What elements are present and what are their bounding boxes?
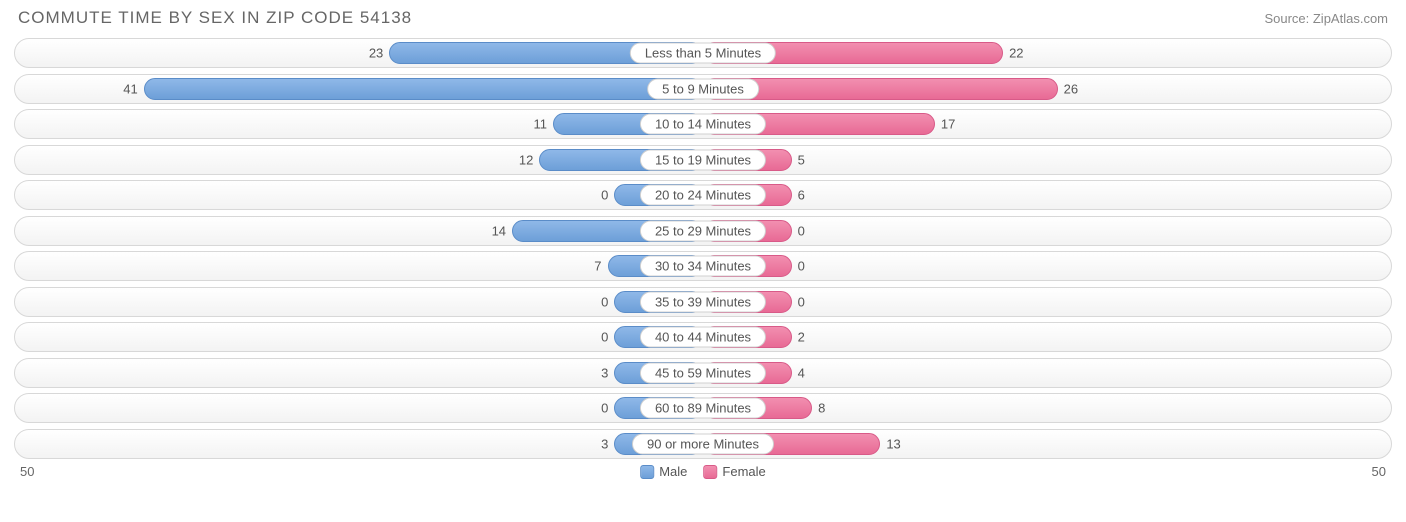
- chart-row: 41 26 5 to 9 Minutes: [14, 74, 1392, 104]
- female-value: 17: [941, 117, 955, 132]
- female-value: 0: [798, 259, 805, 274]
- female-value: 0: [798, 223, 805, 238]
- bar-area: 41 26 5 to 9 Minutes: [21, 78, 1385, 100]
- legend-male-label: Male: [659, 464, 687, 479]
- chart-row: 23 22 Less than 5 Minutes: [14, 38, 1392, 68]
- chart-row: 14 0 25 to 29 Minutes: [14, 216, 1392, 246]
- category-label: Less than 5 Minutes: [630, 43, 776, 64]
- chart-header: COMMUTE TIME BY SEX IN ZIP CODE 54138 So…: [12, 8, 1394, 38]
- bar-area: 23 22 Less than 5 Minutes: [21, 42, 1385, 64]
- category-label: 20 to 24 Minutes: [640, 185, 766, 206]
- female-swatch-icon: [703, 465, 717, 479]
- male-value: 12: [519, 152, 533, 167]
- chart-footer: 50 Male Female 50: [12, 464, 1394, 488]
- category-label: 60 to 89 Minutes: [640, 398, 766, 419]
- chart-title: COMMUTE TIME BY SEX IN ZIP CODE 54138: [18, 8, 412, 28]
- bar-area: 0 0 35 to 39 Minutes: [21, 291, 1385, 313]
- legend-female: Female: [703, 464, 765, 479]
- female-value: 0: [798, 294, 805, 309]
- female-value: 22: [1009, 46, 1023, 61]
- female-value: 6: [798, 188, 805, 203]
- male-value: 23: [369, 46, 383, 61]
- chart-row: 12 5 15 to 19 Minutes: [14, 145, 1392, 175]
- chart-row: 0 6 20 to 24 Minutes: [14, 180, 1392, 210]
- chart-row: 7 0 30 to 34 Minutes: [14, 251, 1392, 281]
- male-value: 14: [492, 223, 506, 238]
- male-swatch-icon: [640, 465, 654, 479]
- chart-rows: 2322Less than 5 Minutes41265 to 9 Minute…: [12, 38, 1394, 459]
- bar-area: 3 4 45 to 59 Minutes: [21, 362, 1385, 384]
- male-value: 11: [533, 117, 547, 132]
- male-value: 3: [601, 365, 608, 380]
- category-label: 45 to 59 Minutes: [640, 362, 766, 383]
- female-value: 8: [818, 401, 825, 416]
- chart-row: 0 8 60 to 89 Minutes: [14, 393, 1392, 423]
- male-value: 0: [601, 401, 608, 416]
- chart-legend: Male Female: [640, 464, 766, 479]
- category-label: 90 or more Minutes: [632, 433, 774, 454]
- bar-area: 0 8 60 to 89 Minutes: [21, 397, 1385, 419]
- axis-right-label: 50: [1372, 464, 1386, 479]
- bar-area: 7 0 30 to 34 Minutes: [21, 255, 1385, 277]
- chart-row: 0 2 40 to 44 Minutes: [14, 322, 1392, 352]
- category-label: 40 to 44 Minutes: [640, 327, 766, 348]
- chart-row: 0 0 35 to 39 Minutes: [14, 287, 1392, 317]
- category-label: 5 to 9 Minutes: [647, 78, 759, 99]
- bar-area: 11 17 10 to 14 Minutes: [21, 113, 1385, 135]
- axis-left-label: 50: [20, 464, 34, 479]
- female-value: 5: [798, 152, 805, 167]
- category-label: 30 to 34 Minutes: [640, 256, 766, 277]
- category-label: 15 to 19 Minutes: [640, 149, 766, 170]
- female-value: 4: [798, 365, 805, 380]
- male-value: 0: [601, 330, 608, 345]
- male-value: 41: [123, 81, 137, 96]
- male-value: 7: [594, 259, 601, 274]
- category-label: 10 to 14 Minutes: [640, 114, 766, 135]
- chart-source: Source: ZipAtlas.com: [1264, 11, 1388, 26]
- legend-female-label: Female: [722, 464, 765, 479]
- bar-area: 14 0 25 to 29 Minutes: [21, 220, 1385, 242]
- bar-area: 3 13 90 or more Minutes: [21, 433, 1385, 455]
- female-value: 26: [1064, 81, 1078, 96]
- chart-row: 3 4 45 to 59 Minutes: [14, 358, 1392, 388]
- male-value: 3: [601, 436, 608, 451]
- category-label: 35 to 39 Minutes: [640, 291, 766, 312]
- chart-row: 3 13 90 or more Minutes: [14, 429, 1392, 459]
- chart-row: 11 17 10 to 14 Minutes: [14, 109, 1392, 139]
- bar-area: 12 5 15 to 19 Minutes: [21, 149, 1385, 171]
- male-value: 0: [601, 294, 608, 309]
- commute-chart: COMMUTE TIME BY SEX IN ZIP CODE 54138 So…: [0, 0, 1406, 522]
- bar-area: 0 2 40 to 44 Minutes: [21, 326, 1385, 348]
- male-value: 0: [601, 188, 608, 203]
- bar-area: 0 6 20 to 24 Minutes: [21, 184, 1385, 206]
- legend-male: Male: [640, 464, 687, 479]
- female-value: 2: [798, 330, 805, 345]
- female-value: 13: [886, 436, 900, 451]
- category-label: 25 to 29 Minutes: [640, 220, 766, 241]
- male-bar: [144, 78, 703, 100]
